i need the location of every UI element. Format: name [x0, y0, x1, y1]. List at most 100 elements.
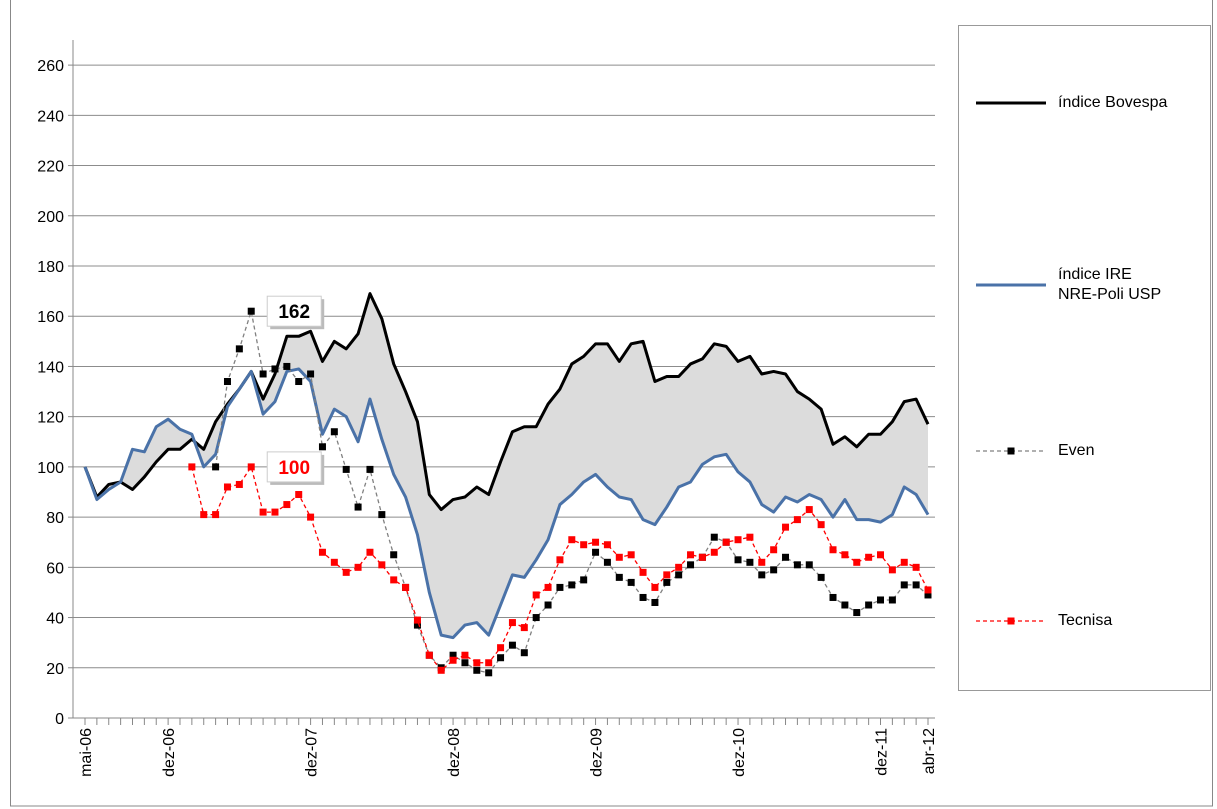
marker: [758, 558, 766, 566]
marker: [592, 538, 600, 546]
y-tick-label: 200: [37, 209, 64, 226]
marker: [259, 370, 267, 378]
marker: [247, 463, 255, 471]
marker: [532, 591, 540, 599]
legend-marker: [1007, 617, 1015, 625]
marker: [330, 428, 338, 436]
marker: [877, 551, 885, 559]
marker: [354, 563, 362, 571]
marker: [853, 558, 861, 566]
marker: [449, 651, 457, 659]
marker: [710, 533, 718, 541]
marker: [888, 596, 896, 604]
marker: [805, 506, 813, 514]
marker: [853, 609, 861, 617]
marker: [687, 561, 695, 569]
x-tick-label: dez-07: [304, 728, 321, 777]
legend-box: [958, 25, 1211, 691]
marker: [425, 651, 433, 659]
legend-label: índice Bovespa: [1058, 94, 1168, 111]
marker: [235, 480, 243, 488]
marker: [770, 566, 778, 574]
marker: [770, 546, 778, 554]
x-tick-label: dez-10: [731, 728, 748, 777]
marker: [746, 533, 754, 541]
marker: [283, 501, 291, 509]
marker: [342, 568, 350, 576]
marker: [390, 576, 398, 584]
marker: [698, 553, 706, 561]
y-tick-label: 140: [37, 359, 64, 376]
marker: [212, 463, 220, 471]
marker: [497, 644, 505, 652]
marker: [223, 378, 231, 386]
marker: [912, 581, 920, 589]
y-tick-label: 160: [37, 309, 64, 326]
marker: [200, 511, 208, 519]
marker: [461, 651, 469, 659]
marker: [520, 649, 528, 657]
x-tick-label: dez-08: [446, 728, 463, 777]
marker: [437, 666, 445, 674]
marker: [627, 578, 635, 586]
legend-marker: [1007, 447, 1015, 455]
marker: [580, 541, 588, 549]
marker: [378, 511, 386, 519]
marker: [520, 624, 528, 632]
y-tick-label: 80: [46, 510, 64, 527]
marker: [746, 558, 754, 566]
marker: [318, 443, 326, 451]
marker: [307, 513, 315, 521]
marker: [888, 566, 896, 574]
x-tick-label: abr-12: [921, 728, 938, 774]
x-tick-label: dez-11: [874, 728, 891, 776]
marker: [580, 576, 588, 584]
marker: [378, 561, 386, 569]
marker: [390, 551, 398, 559]
y-tick-label: 20: [46, 661, 64, 678]
x-tick-label: mai-06: [78, 728, 95, 777]
marker: [817, 521, 825, 529]
marker: [223, 483, 231, 491]
marker: [805, 561, 813, 569]
marker: [259, 508, 267, 516]
marker: [508, 619, 516, 627]
marker: [627, 551, 635, 559]
marker: [295, 378, 303, 386]
marker: [865, 553, 873, 561]
marker: [639, 593, 647, 601]
marker: [829, 593, 837, 601]
y-tick-label: 120: [37, 410, 64, 427]
marker: [307, 370, 315, 378]
marker: [900, 558, 908, 566]
marker: [556, 583, 564, 591]
marker: [413, 616, 421, 624]
marker: [877, 596, 885, 604]
series-line: [83, 292, 930, 512]
marker: [366, 465, 374, 473]
marker: [603, 558, 611, 566]
marker: [544, 601, 552, 609]
marker: [782, 553, 790, 561]
y-tick-label: 60: [46, 560, 64, 577]
marker: [449, 656, 457, 664]
marker: [651, 583, 659, 591]
marker: [817, 573, 825, 581]
band-area: [85, 293, 928, 638]
marker: [793, 516, 801, 524]
marker: [271, 365, 279, 373]
marker: [532, 614, 540, 622]
marker: [793, 561, 801, 569]
marker: [271, 508, 279, 516]
series-line: [83, 367, 930, 640]
marker: [473, 666, 481, 674]
marker: [330, 558, 338, 566]
marker: [924, 591, 932, 599]
marker: [722, 538, 730, 546]
marker: [900, 581, 908, 589]
marker: [295, 491, 303, 499]
marker: [603, 541, 611, 549]
marker: [639, 568, 647, 576]
